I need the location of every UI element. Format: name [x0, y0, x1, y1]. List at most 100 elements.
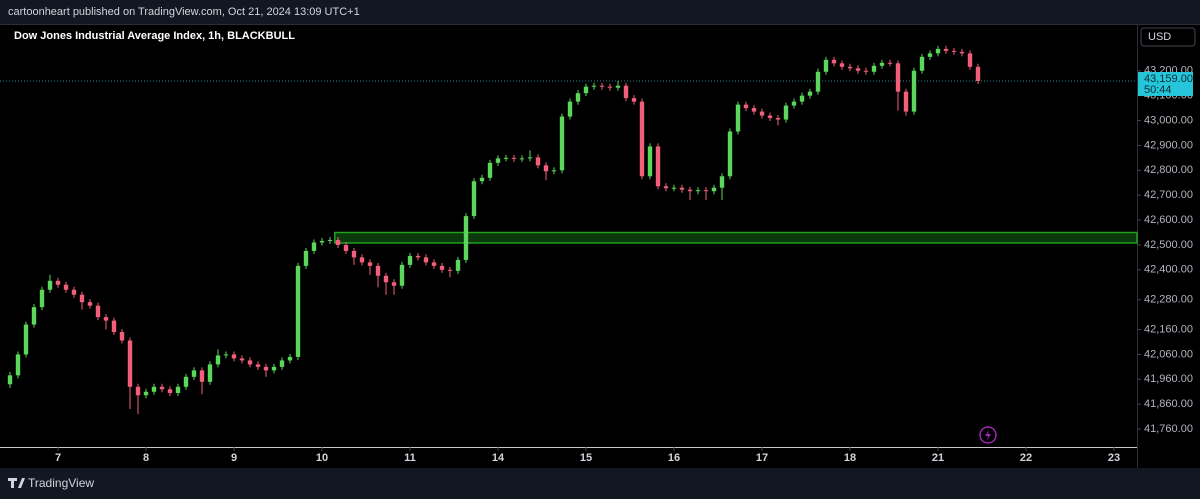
candle-body: [7, 375, 13, 385]
candle-body: [583, 86, 589, 94]
candle-body: [471, 181, 477, 217]
candle-body: [671, 187, 677, 189]
y-tick-label: 42,600.00: [1144, 214, 1193, 226]
candle-body: [823, 59, 829, 72]
candle-body: [303, 250, 309, 266]
candle-body: [535, 157, 541, 166]
candle-body: [895, 63, 901, 92]
candle-body: [39, 289, 45, 308]
x-tick-label: 22: [1020, 452, 1032, 464]
y-tick-label: 42,400.00: [1144, 264, 1193, 276]
x-tick-label: 18: [844, 452, 856, 464]
chart-title: Dow Jones Industrial Average Index, 1h, …: [14, 30, 295, 42]
candle-body: [47, 280, 53, 290]
candle-body: [343, 244, 349, 251]
candle-body: [207, 364, 213, 382]
candle-body: [503, 157, 509, 159]
x-tick-label: 7: [55, 452, 61, 464]
currency-box[interactable]: [1140, 27, 1196, 47]
candle-body: [399, 264, 405, 286]
candle-body: [935, 48, 941, 54]
candle-body: [391, 282, 397, 286]
last-price-label: 43,159.00: [1144, 73, 1193, 85]
y-tick-label: 41,760.00: [1144, 423, 1193, 435]
footer-bar: [0, 468, 1200, 499]
candle-body: [247, 360, 253, 365]
candle-body: [455, 259, 461, 271]
candle-body: [623, 85, 629, 99]
candle-body: [759, 111, 765, 116]
candle-body: [735, 104, 741, 132]
candle-body: [135, 386, 141, 396]
candle-body: [647, 146, 653, 177]
candle-body: [711, 187, 717, 192]
candle-body: [151, 386, 157, 392]
candle-body: [311, 242, 317, 251]
candle-body: [951, 50, 957, 52]
candle-body: [31, 307, 37, 325]
candle-body: [783, 105, 789, 120]
candle-body: [863, 70, 869, 72]
y-tick-label: 42,060.00: [1144, 348, 1193, 360]
lightning-icon[interactable]: [979, 426, 997, 444]
candle-body: [527, 157, 533, 159]
candle-body: [807, 91, 813, 96]
candle-body: [575, 93, 581, 102]
candle-body: [975, 66, 981, 81]
candle-body: [879, 62, 885, 66]
y-tick-label: 43,000.00: [1144, 114, 1193, 126]
candle-body: [855, 68, 861, 71]
candle-body: [687, 189, 693, 192]
x-tick-label: 15: [580, 452, 592, 464]
x-tick-label: 8: [143, 452, 149, 464]
candle-body: [815, 71, 821, 92]
candle-body: [87, 302, 93, 306]
x-tick-label: 21: [932, 452, 944, 464]
candle-body: [871, 65, 877, 72]
candle-body: [703, 190, 709, 192]
candle-body: [559, 116, 565, 171]
candle-body: [351, 250, 357, 258]
candle-body: [695, 190, 701, 192]
candle-body: [679, 187, 685, 190]
candle-body: [143, 391, 149, 396]
separator: [0, 24, 1200, 25]
candle-body: [927, 53, 933, 57]
candle-body: [183, 376, 189, 387]
candle-body: [423, 257, 429, 263]
candle-body: [375, 265, 381, 276]
candle-body: [231, 354, 237, 359]
y-tick-label: 42,280.00: [1144, 294, 1193, 306]
candle-body: [911, 70, 917, 112]
candle-body: [295, 265, 301, 357]
candle-body: [847, 66, 853, 69]
candle-body: [79, 294, 85, 303]
candle-body: [767, 115, 773, 119]
candle-body: [271, 366, 277, 371]
candle-body: [751, 108, 757, 112]
candle-body: [55, 280, 61, 285]
x-tick-label: 9: [231, 452, 237, 464]
candle-body: [167, 389, 173, 394]
candle-body: [407, 255, 413, 265]
candle-body: [591, 85, 597, 87]
candle-body: [111, 320, 117, 333]
y-tick-label: 41,960.00: [1144, 373, 1193, 385]
candle-body: [319, 240, 325, 243]
candle-body: [287, 356, 293, 361]
x-tick-label: 16: [668, 452, 680, 464]
candle-body: [519, 158, 525, 160]
candle-body: [599, 85, 605, 87]
candle-body: [15, 354, 21, 376]
last-price-badge: [1138, 71, 1193, 96]
candle-body: [887, 62, 893, 64]
candle-body: [63, 284, 69, 290]
header-text: cartoonheart published on TradingView.co…: [8, 6, 360, 18]
candle-body: [359, 257, 365, 263]
candle-body: [943, 48, 949, 51]
y-tick-label: 42,500.00: [1144, 239, 1193, 251]
price-axis-border: [1137, 24, 1138, 468]
candle-body: [831, 59, 837, 64]
candle-body: [239, 358, 245, 361]
